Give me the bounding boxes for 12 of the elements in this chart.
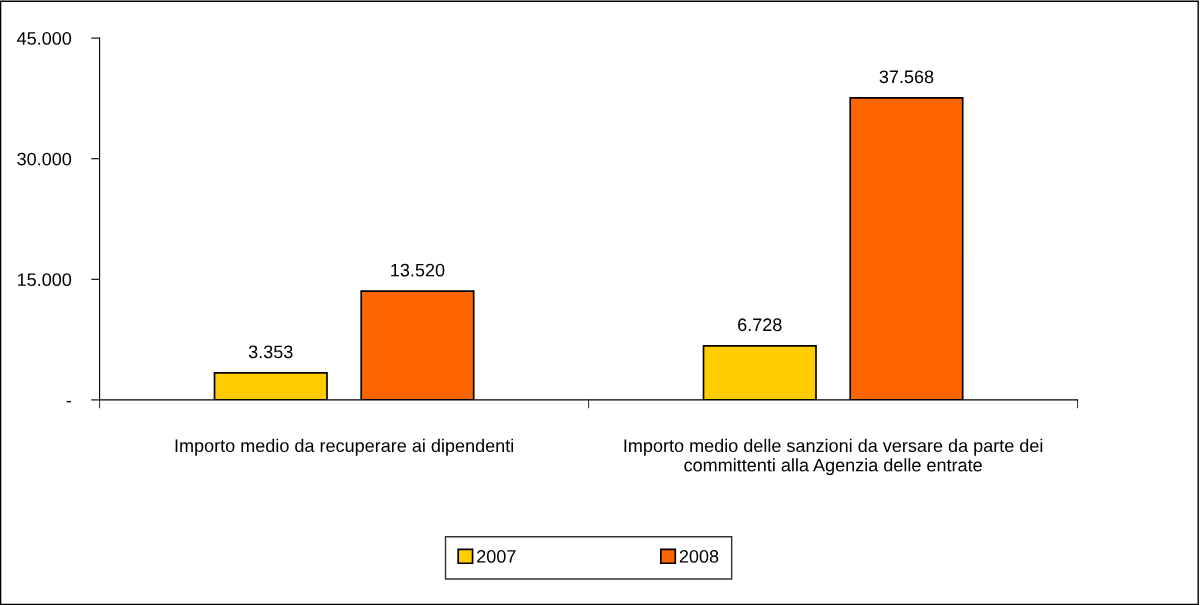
- x-tick-label: Importo medio da recuperare ai dipendenti: [175, 438, 514, 456]
- x-tick-label: Importo medio delle sanzioni da versare da parte dei committenti alla Agenzia delle entrate: [624, 438, 1043, 476]
- data-label: 37.568: [879, 70, 934, 84]
- y-tick-label: 30.000: [17, 152, 72, 166]
- data-label: 13.520: [391, 263, 445, 277]
- y-tick-label: 45.000: [17, 32, 72, 45]
- data-label: 3.353: [248, 345, 293, 359]
- data-label: 6.728: [738, 318, 782, 332]
- legend-label: 2008: [679, 550, 719, 563]
- legend-label: 2007: [477, 550, 516, 563]
- y-tick-label: -: [66, 400, 72, 403]
- y-tick-label: 15.000: [17, 273, 72, 287]
